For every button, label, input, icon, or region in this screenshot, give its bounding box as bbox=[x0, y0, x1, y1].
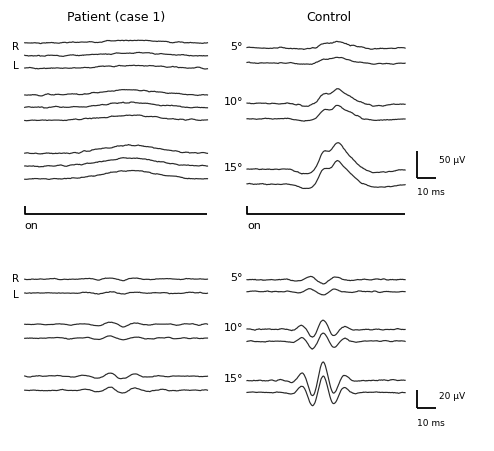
Text: 50 μV: 50 μV bbox=[439, 155, 465, 164]
Text: 15°: 15° bbox=[224, 373, 243, 383]
Text: 15°: 15° bbox=[224, 162, 243, 172]
Text: 5°: 5° bbox=[231, 273, 243, 283]
Text: R: R bbox=[12, 273, 19, 283]
Text: Control: Control bbox=[306, 11, 351, 24]
Text: 10°: 10° bbox=[224, 97, 243, 107]
Text: Patient (case 1): Patient (case 1) bbox=[67, 11, 165, 24]
Text: R: R bbox=[12, 41, 19, 51]
Text: L: L bbox=[13, 290, 19, 299]
Text: 10 ms: 10 ms bbox=[417, 418, 445, 427]
Text: 20 μV: 20 μV bbox=[439, 391, 465, 400]
Text: on: on bbox=[247, 221, 261, 231]
Text: 5°: 5° bbox=[231, 41, 243, 51]
Text: L: L bbox=[13, 61, 19, 71]
Text: 10°: 10° bbox=[224, 322, 243, 332]
Text: on: on bbox=[25, 221, 39, 231]
Text: 10 ms: 10 ms bbox=[417, 188, 445, 197]
